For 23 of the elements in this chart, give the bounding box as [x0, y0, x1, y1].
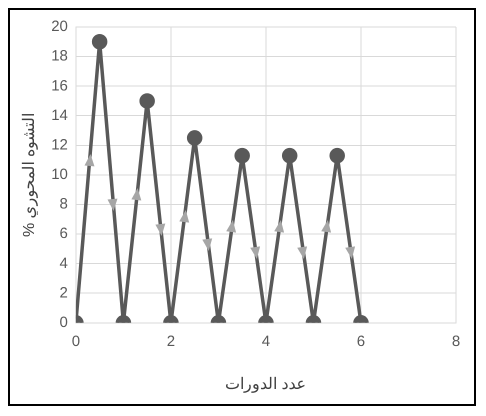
y-axis-title: % التشوه المحوري: [21, 112, 38, 237]
x-axis-title: عدد الدورات: [225, 376, 307, 393]
x-tick-label: 0: [72, 332, 80, 350]
point: [186, 130, 202, 146]
y-tick-label: 4: [60, 254, 68, 272]
point: [329, 148, 345, 164]
x-tick-label: 8: [452, 332, 460, 350]
point: [139, 93, 155, 109]
y-tick-label: 18: [51, 48, 68, 65]
y-tick-label: 10: [51, 166, 68, 184]
y-tick-label: 20: [51, 18, 68, 36]
x-tick-label: 6: [356, 332, 366, 350]
x-tick-label: 4: [262, 332, 270, 350]
point: [234, 148, 250, 164]
y-tick-label: 0: [60, 314, 68, 331]
x-tick-label: 2: [166, 332, 176, 350]
y-tick-label: 8: [60, 196, 68, 213]
y-tick-label: 12: [51, 136, 68, 154]
y-tick-label: 2: [60, 284, 68, 302]
point: [282, 148, 298, 164]
y-tick-label: 6: [60, 225, 68, 242]
y-tick-label: 16: [51, 77, 68, 94]
y-tick-label: 14: [51, 106, 68, 124]
